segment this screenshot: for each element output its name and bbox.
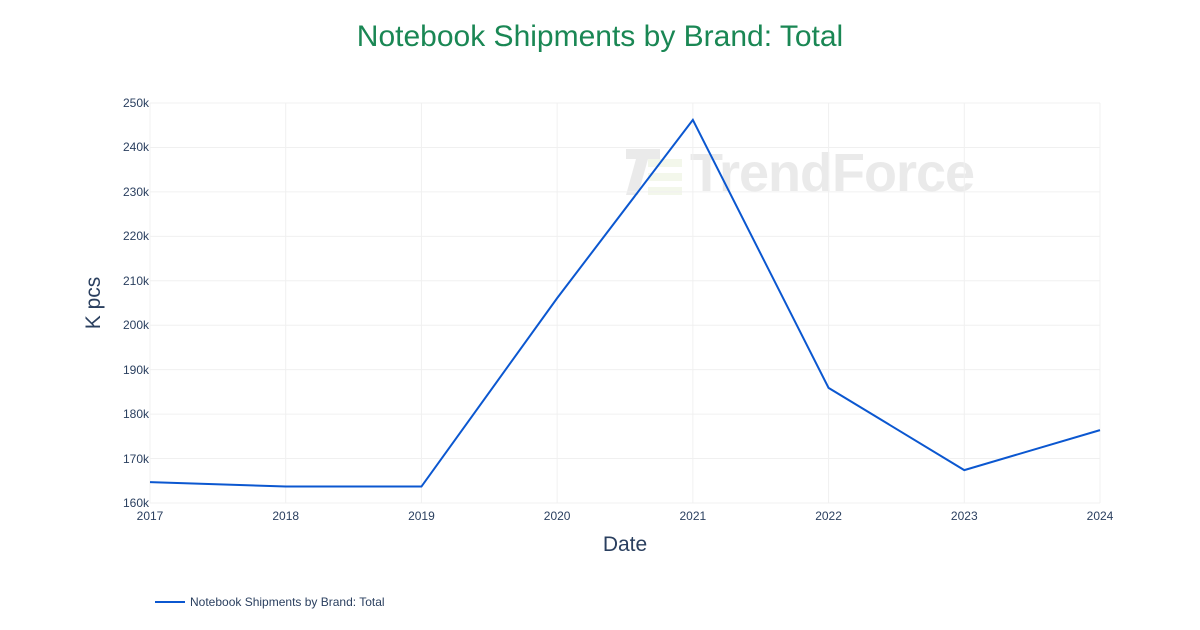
y-tick-label: 240k [122,140,149,155]
y-axis-title: K pcs [82,276,105,330]
x-tick-label: 2020 [543,509,571,523]
y-tick-label: 200k [122,318,149,333]
y-tick-label: 190k [122,362,149,377]
x-tick-label: 2017 [136,509,164,523]
x-tick-label: 2021 [679,509,707,523]
y-tick-label: 210k [122,273,149,288]
y-tick-label: 180k [122,407,149,422]
series-line-total[interactable] [149,118,1101,488]
chart-title: Notebook Shipments by Brand: Total [356,20,844,53]
y-tick-label: 250k [122,96,149,110]
gridlines [149,102,1101,504]
x-tick-label: 2024 [1086,509,1114,523]
x-tick-label: 2022 [815,509,842,523]
x-tick-label: 2023 [950,509,978,523]
x-tick-label: 2019 [408,509,435,523]
legend-line-swatch-icon [155,601,185,603]
legend-item-total[interactable]: Notebook Shipments by Brand: Total [155,595,385,609]
y-tick-label: 170k [122,451,149,466]
y-tick-label: 220k [122,229,149,244]
x-tick-label: 2018 [272,509,300,523]
y-tick-label: 160k [122,496,149,510]
y-tick-label: 230k [122,184,149,199]
x-axis-title: Date [602,533,648,556]
legend-label: Notebook Shipments by Brand: Total [190,595,385,609]
